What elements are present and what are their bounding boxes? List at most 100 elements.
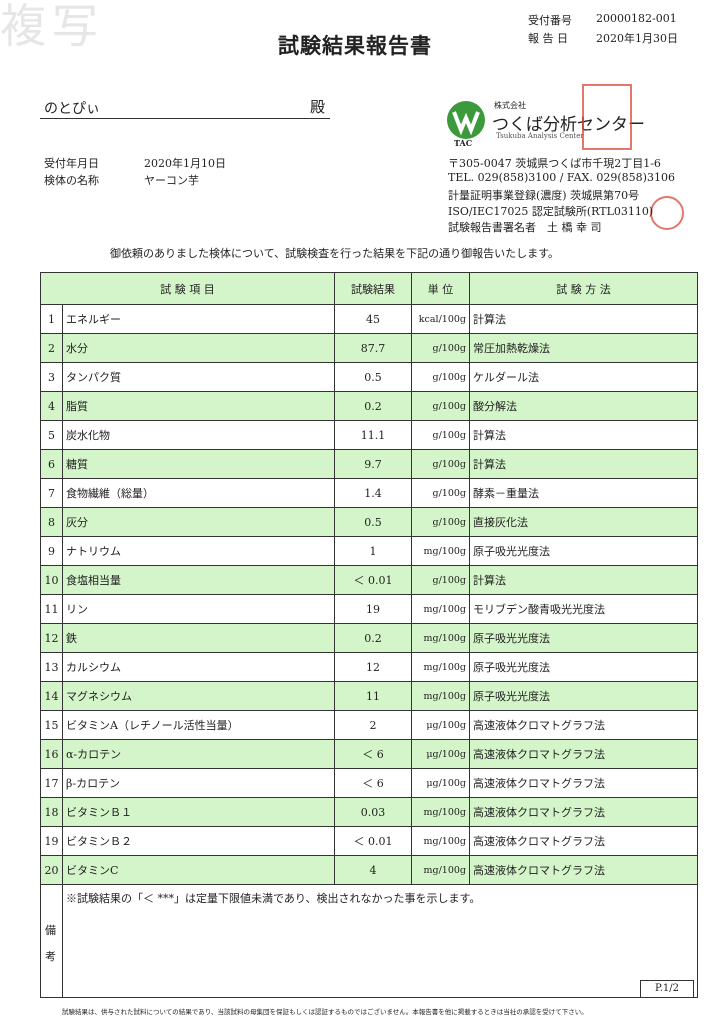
result: 2 [334,710,412,740]
result: 0.5 [334,507,412,537]
row-number: 18 [40,797,63,827]
table-row: 10 食塩相当量＜ 0.01 g/100g 計算法 [40,565,698,595]
report-date-label: 報 告 日 [528,32,568,45]
addressee: のとぴぃ [44,101,100,117]
company-name: つくば分析センター [492,115,645,135]
result: 12 [334,652,412,682]
method: 酵素－重量法 [469,478,698,508]
row-number: 12 [40,623,63,653]
unit: g/100g [411,565,470,595]
result: 0.03 [334,797,412,827]
row-number: 2 [40,333,63,363]
item: ビタミンC [62,855,335,885]
method: 原子吸光光度法 [469,681,698,711]
sample-label: 検体の名称 [44,174,99,187]
method: 計算法 [469,304,698,334]
unit: mg/100g [411,826,470,856]
unit: g/100g [411,391,470,421]
result: 11.1 [334,420,412,450]
method: モリブデン酸青吸光光度法 [469,594,698,624]
row-number: 8 [40,507,63,537]
unit: mg/100g [411,594,470,624]
remarks-divider [62,885,63,998]
row-number: 16 [40,739,63,769]
row-number: 11 [40,594,63,624]
item: 食物繊維（総量） [62,478,335,508]
report-date: 2020年1月30日 [596,32,678,45]
signer-seal [650,196,684,230]
method: 計算法 [469,420,698,450]
unit: mg/100g [411,855,470,885]
item: α-カロテン [62,739,335,769]
unit: μg/100g [411,739,470,769]
unit: μg/100g [411,710,470,740]
row-number: 13 [40,652,63,682]
logo [447,101,485,139]
unit: g/100g [411,449,470,479]
company-name-en: Tsukuba Analysis Center [496,132,584,140]
item: 鉄 [62,623,335,653]
result: ＜ 6 [334,739,412,769]
table-row: 13 カルシウム 12 mg/100g 原子吸光光度法 [40,652,698,682]
signer: 試験報告書署名者 土 橋 幸 司 [448,221,602,234]
row-number: 14 [40,681,63,711]
table-row: 6 糖質 9.7 g/100g 計算法 [40,449,698,479]
result: ＜ 0.01 [334,826,412,856]
result: 1.4 [334,478,412,508]
item: β-カロテン [62,768,335,798]
registration: 計量証明事業登録(濃度) 茨城県第70号 [448,189,640,202]
remarks: ※試験結果の「＜ ***」は定量下限値未満であり、検出されなかった事を示します。 [66,892,481,905]
intro: 御依頼のありました検体について、試験検査を行った結果を下記の通り御報告いたします… [110,247,560,260]
table-row: 14 マグネシウム 11 mg/100g 原子吸光光度法 [40,681,698,711]
title: 試験結果報告書 [278,33,432,58]
item: カルシウム [62,652,335,682]
row-number: 10 [40,565,63,595]
result: 1 [334,536,412,566]
table-row: 12 鉄 0.2 mg/100g 原子吸光光度法 [40,623,698,653]
table-row: 11 リン 19 mg/100g モリブデン酸青吸光光度法 [40,594,698,624]
receipt-no-label: 受付番号 [528,14,572,27]
unit: kcal/100g [411,304,470,334]
table-row: 18 ビタミンＢ１ 0.03 mg/100g 高速液体クロマトグラフ法 [40,797,698,827]
received-label: 受付年月日 [44,157,99,170]
table-row: 2 水分 87.7 g/100g 常圧加熱乾燥法 [40,333,698,363]
item: 炭水化物 [62,420,335,450]
row-number: 1 [40,304,63,334]
honorific: 殿 [310,98,326,116]
result: 9.7 [334,449,412,479]
address: 〒305-0047 茨城県つくば市千現2丁目1-6 [448,157,661,170]
method: 高速液体クロマトグラフ法 [469,710,698,740]
row-number: 9 [40,536,63,566]
table-row: 1 エネルギー 45 kcal/100g 計算法 [40,304,698,334]
company-seal [582,84,632,150]
sample: ヤーコン芋 [144,174,199,187]
item: エネルギー [62,304,335,334]
received: 2020年1月10日 [144,157,226,170]
unit: g/100g [411,333,470,363]
result: 4 [334,855,412,885]
header-cell: 試験結果 [334,272,412,305]
method: 計算法 [469,449,698,479]
item: 食塩相当量 [62,565,335,595]
method: 酸分解法 [469,391,698,421]
row-number: 6 [40,449,63,479]
item: 灰分 [62,507,335,537]
header-cell: 単 位 [411,272,470,305]
unit: μg/100g [411,768,470,798]
unit: mg/100g [411,623,470,653]
method: 高速液体クロマトグラフ法 [469,768,698,798]
addressee-line [40,98,330,119]
row-number: 3 [40,362,63,392]
table-row: 19 ビタミンＢ２ ＜ 0.01 mg/100g 高速液体クロマトグラフ法 [40,826,698,856]
item: ナトリウム [62,536,335,566]
table-row: 17 β-カロテン＜ 6 μg/100g 高速液体クロマトグラフ法 [40,768,698,798]
method: 直接灰化法 [469,507,698,537]
watermark: 複写 [0,0,104,53]
table-row: 20 ビタミンC 4 mg/100g 高速液体クロマトグラフ法 [40,855,698,885]
result: 45 [334,304,412,334]
result: 0.2 [334,623,412,653]
table-row: 7 食物繊維（総量） 1.4 g/100g 酵素－重量法 [40,478,698,508]
receipt-no: 20000182-001 [596,12,677,25]
